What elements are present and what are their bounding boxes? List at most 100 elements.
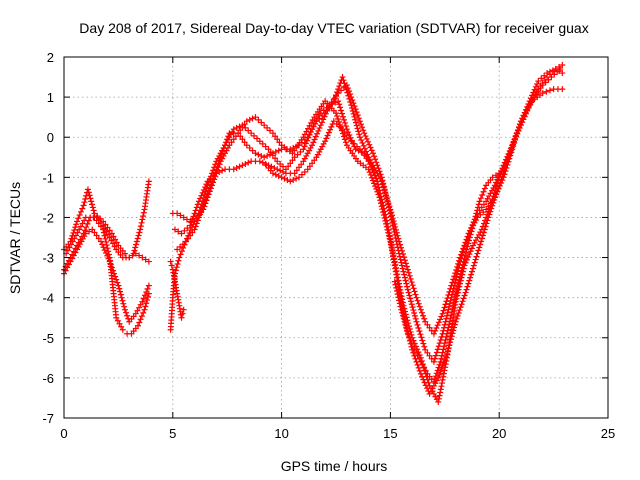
data-point <box>438 383 445 390</box>
data-point <box>414 321 421 328</box>
data-point <box>351 113 358 120</box>
data-point <box>198 208 205 215</box>
data-point <box>392 264 399 271</box>
data-point <box>340 133 347 140</box>
data-point <box>434 346 441 353</box>
chart-title: Day 208 of 2017, Sidereal Day-to-day VTE… <box>79 20 588 36</box>
data-point <box>408 279 415 286</box>
data-point <box>389 245 396 252</box>
data-point <box>369 150 376 157</box>
data-point <box>435 364 442 371</box>
data-point <box>252 114 259 121</box>
data-point <box>342 83 349 90</box>
data-point <box>489 174 496 181</box>
data-point <box>184 225 191 232</box>
data-point <box>266 127 273 134</box>
data-point <box>456 277 463 284</box>
data-point <box>417 331 424 338</box>
data-point <box>142 303 149 310</box>
data-point <box>420 312 427 319</box>
data-point <box>485 208 492 215</box>
data-point <box>479 232 486 239</box>
data-point <box>474 250 481 257</box>
data-point <box>446 303 453 310</box>
data-point <box>451 296 458 303</box>
data-point <box>217 154 224 161</box>
data-point <box>65 261 72 268</box>
data-point <box>363 148 370 155</box>
data-point <box>444 309 451 316</box>
data-point <box>272 148 279 155</box>
data-point <box>455 264 462 271</box>
data-point <box>518 118 525 125</box>
data-point <box>174 246 181 253</box>
data-point <box>403 263 410 270</box>
data-point <box>104 224 111 231</box>
data-point <box>81 199 88 206</box>
data-point <box>144 293 151 300</box>
data-point <box>458 301 465 308</box>
data-point <box>383 195 390 202</box>
data-point <box>246 116 253 123</box>
data-point <box>100 244 107 251</box>
data-point <box>259 159 266 166</box>
data-point <box>134 307 141 314</box>
data-point <box>407 295 414 302</box>
data-point <box>430 358 437 365</box>
data-point <box>476 198 483 205</box>
data-point <box>406 333 413 340</box>
data-point <box>313 118 320 125</box>
data-point <box>77 223 84 230</box>
data-point <box>302 140 309 147</box>
data-point <box>136 252 143 259</box>
data-point <box>266 151 273 158</box>
data-point <box>353 109 360 116</box>
data-point <box>361 152 368 159</box>
data-point <box>463 246 470 253</box>
data-point <box>401 318 408 325</box>
data-point <box>454 267 461 274</box>
data-point <box>374 162 381 169</box>
data-point <box>294 151 301 158</box>
data-point <box>474 204 481 211</box>
data-point <box>339 74 346 81</box>
data-point <box>537 85 544 92</box>
data-point <box>265 146 272 153</box>
data-point <box>341 129 348 136</box>
data-point <box>344 89 351 96</box>
data-point <box>454 312 461 319</box>
data-point <box>383 217 390 224</box>
data-point <box>396 297 403 304</box>
data-point <box>509 142 516 149</box>
data-point <box>83 224 90 231</box>
data-point <box>281 175 288 182</box>
data-point <box>559 62 566 69</box>
data-point <box>81 217 88 224</box>
data-point <box>309 160 316 167</box>
data-point <box>389 249 396 256</box>
data-point <box>133 238 140 245</box>
data-point <box>416 303 423 310</box>
data-point <box>457 274 464 281</box>
data-point <box>213 166 220 173</box>
data-point <box>388 216 395 223</box>
data-point <box>347 99 354 106</box>
data-point <box>517 121 524 128</box>
data-point <box>274 166 281 173</box>
data-point <box>469 225 476 232</box>
data-point <box>230 166 237 173</box>
data-point <box>383 214 390 221</box>
data-point <box>502 160 509 167</box>
data-point <box>504 154 511 161</box>
data-point <box>251 132 258 139</box>
data-point <box>447 297 454 304</box>
data-point <box>354 125 361 132</box>
data-point <box>104 245 111 252</box>
data-point <box>481 185 488 192</box>
data-point <box>249 147 256 154</box>
data-point <box>174 210 181 217</box>
data-point <box>478 226 485 233</box>
data-point <box>479 223 486 230</box>
data-point <box>341 80 348 87</box>
data-point <box>401 257 408 264</box>
